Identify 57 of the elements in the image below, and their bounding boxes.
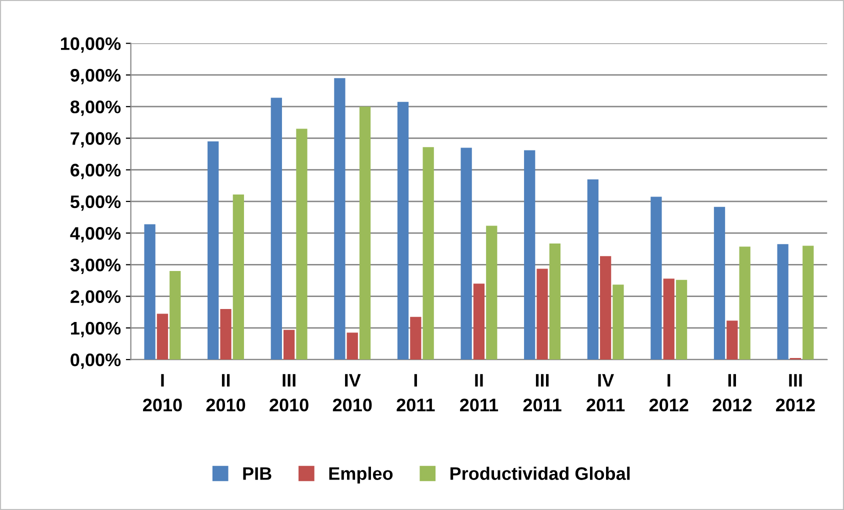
bar xyxy=(156,314,168,360)
bar xyxy=(460,148,472,360)
bar xyxy=(397,102,409,360)
legend-label: Empleo xyxy=(329,466,393,484)
y-tick-label: 4,00% xyxy=(70,227,121,242)
bar xyxy=(232,194,244,360)
y-tick-label: 3,00% xyxy=(70,258,121,274)
bar xyxy=(410,316,422,360)
bar xyxy=(208,141,219,360)
bar xyxy=(220,308,232,360)
legend-label: PIB xyxy=(243,467,272,480)
y-tick-label: 10,00% xyxy=(61,37,121,53)
x-tick-label: IV 2010 xyxy=(332,374,372,412)
y-tick-label: 9,00% xyxy=(70,68,121,84)
bar xyxy=(777,244,788,360)
bar xyxy=(346,332,358,360)
x-tick-label: III 2012 xyxy=(776,374,815,412)
bar xyxy=(714,206,726,360)
bar xyxy=(802,246,814,360)
bar xyxy=(536,268,548,360)
x-tick-label: I 2012 xyxy=(649,374,688,412)
bar xyxy=(676,280,688,360)
x-tick-label: IV 2011 xyxy=(586,374,625,412)
y-tick-label: 2,00% xyxy=(70,290,121,306)
bar xyxy=(359,106,371,360)
x-tick-label: I 2010 xyxy=(143,374,182,412)
bar xyxy=(726,320,738,360)
bar xyxy=(334,78,346,360)
y-tick-label: 8,00% xyxy=(70,100,121,116)
bar xyxy=(170,271,181,360)
x-tick-label: II 2012 xyxy=(712,374,752,412)
bar xyxy=(524,150,536,360)
legend-label: Productividad Global xyxy=(450,466,630,480)
bar xyxy=(650,196,662,360)
x-tick-label: II 2011 xyxy=(460,374,498,412)
bar xyxy=(422,147,434,360)
x-tick-label: III 2011 xyxy=(523,374,562,412)
bar xyxy=(284,330,295,360)
bar xyxy=(144,224,156,360)
bar xyxy=(549,244,560,360)
bar xyxy=(663,278,674,360)
x-tick-label: I 2011 xyxy=(396,374,435,412)
bar xyxy=(296,128,308,360)
bar xyxy=(486,226,498,360)
y-tick-label: 0,00% xyxy=(70,353,121,369)
x-tick-label: III 2010 xyxy=(270,374,308,412)
y-tick-label: 7,00% xyxy=(70,132,121,148)
x-tick-label: II 2010 xyxy=(206,374,246,412)
bar xyxy=(612,284,624,360)
bar xyxy=(587,179,598,360)
y-tick-label: 5,00% xyxy=(70,195,121,211)
bar xyxy=(739,246,750,360)
y-tick-label: 1,00% xyxy=(71,322,121,338)
bar xyxy=(600,256,612,360)
y-tick-label: 6,00% xyxy=(70,164,121,180)
bar xyxy=(473,284,485,360)
bar xyxy=(270,98,282,360)
